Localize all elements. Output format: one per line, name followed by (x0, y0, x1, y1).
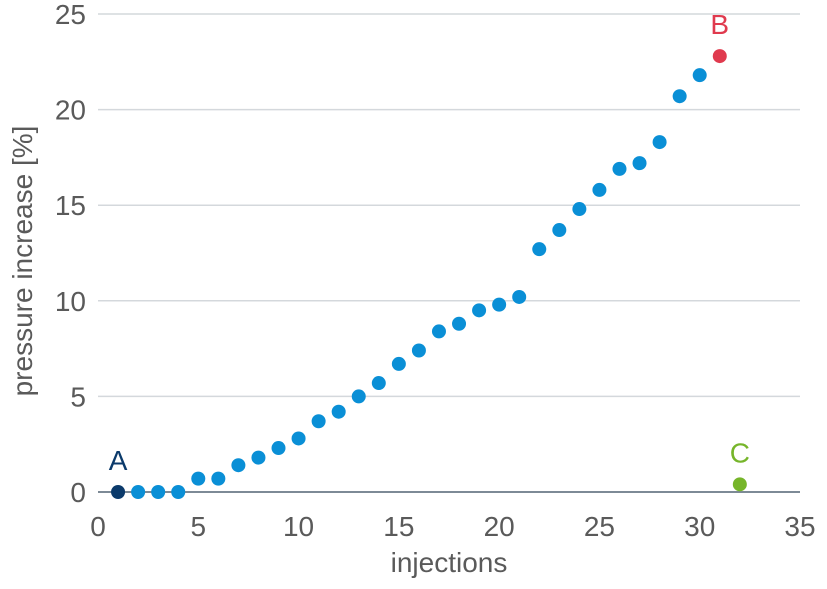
data-point (171, 485, 186, 499)
annotation-label-c: C (730, 437, 750, 468)
data-point (532, 242, 547, 257)
data-point (592, 182, 607, 197)
annotated-point-a (111, 485, 126, 499)
y-axis-label: pressure increase [%] (7, 126, 38, 397)
data-point (452, 316, 467, 331)
y-tick-label: 25 (55, 0, 86, 30)
x-tick-label: 25 (584, 511, 615, 542)
x-axis-label: injections (391, 547, 508, 578)
data-point (512, 289, 527, 304)
data-point (191, 471, 206, 486)
data-point (431, 324, 446, 339)
y-tick-label: 15 (55, 190, 86, 221)
x-tick-label: 0 (90, 511, 106, 542)
data-point (251, 450, 266, 465)
annotation-label-a: A (109, 445, 128, 476)
annotations: A B C (109, 9, 750, 499)
data-point (231, 458, 246, 473)
data-point (672, 89, 687, 104)
data-point (612, 161, 627, 176)
data-point (131, 485, 146, 499)
x-tick-label: 30 (684, 511, 715, 542)
x-tick-label: 20 (484, 511, 515, 542)
data-point (151, 485, 166, 499)
annotation-label-b: B (710, 9, 729, 40)
data-point (652, 135, 667, 150)
data-point (331, 404, 346, 419)
annotated-point-c (732, 477, 747, 492)
data-point (351, 389, 366, 404)
x-tick-labels: 0 5 10 15 20 25 30 35 (90, 511, 815, 542)
data-point (211, 471, 226, 486)
x-tick-label: 5 (190, 511, 206, 542)
x-tick-label: 10 (283, 511, 314, 542)
x-tick-label: 15 (383, 511, 414, 542)
data-point (391, 356, 406, 371)
data-point (291, 431, 306, 446)
data-point (472, 303, 487, 318)
y-tick-label: 10 (55, 286, 86, 317)
y-tick-label: 0 (70, 477, 86, 508)
data-point (411, 343, 426, 358)
annotated-point-b (712, 49, 727, 64)
y-tick-labels: 0 5 10 15 20 25 (55, 0, 86, 508)
data-point (552, 223, 567, 238)
data-point (311, 414, 326, 429)
data-point (492, 297, 507, 312)
data-points (131, 68, 707, 499)
y-tick-label: 5 (70, 381, 86, 412)
data-point (692, 68, 707, 83)
data-point (572, 202, 587, 217)
y-tick-label: 20 (55, 95, 86, 126)
data-point (632, 156, 647, 171)
data-point (371, 376, 386, 391)
x-tick-label: 35 (784, 511, 815, 542)
grid-lines (98, 13, 800, 493)
data-point (271, 441, 286, 456)
